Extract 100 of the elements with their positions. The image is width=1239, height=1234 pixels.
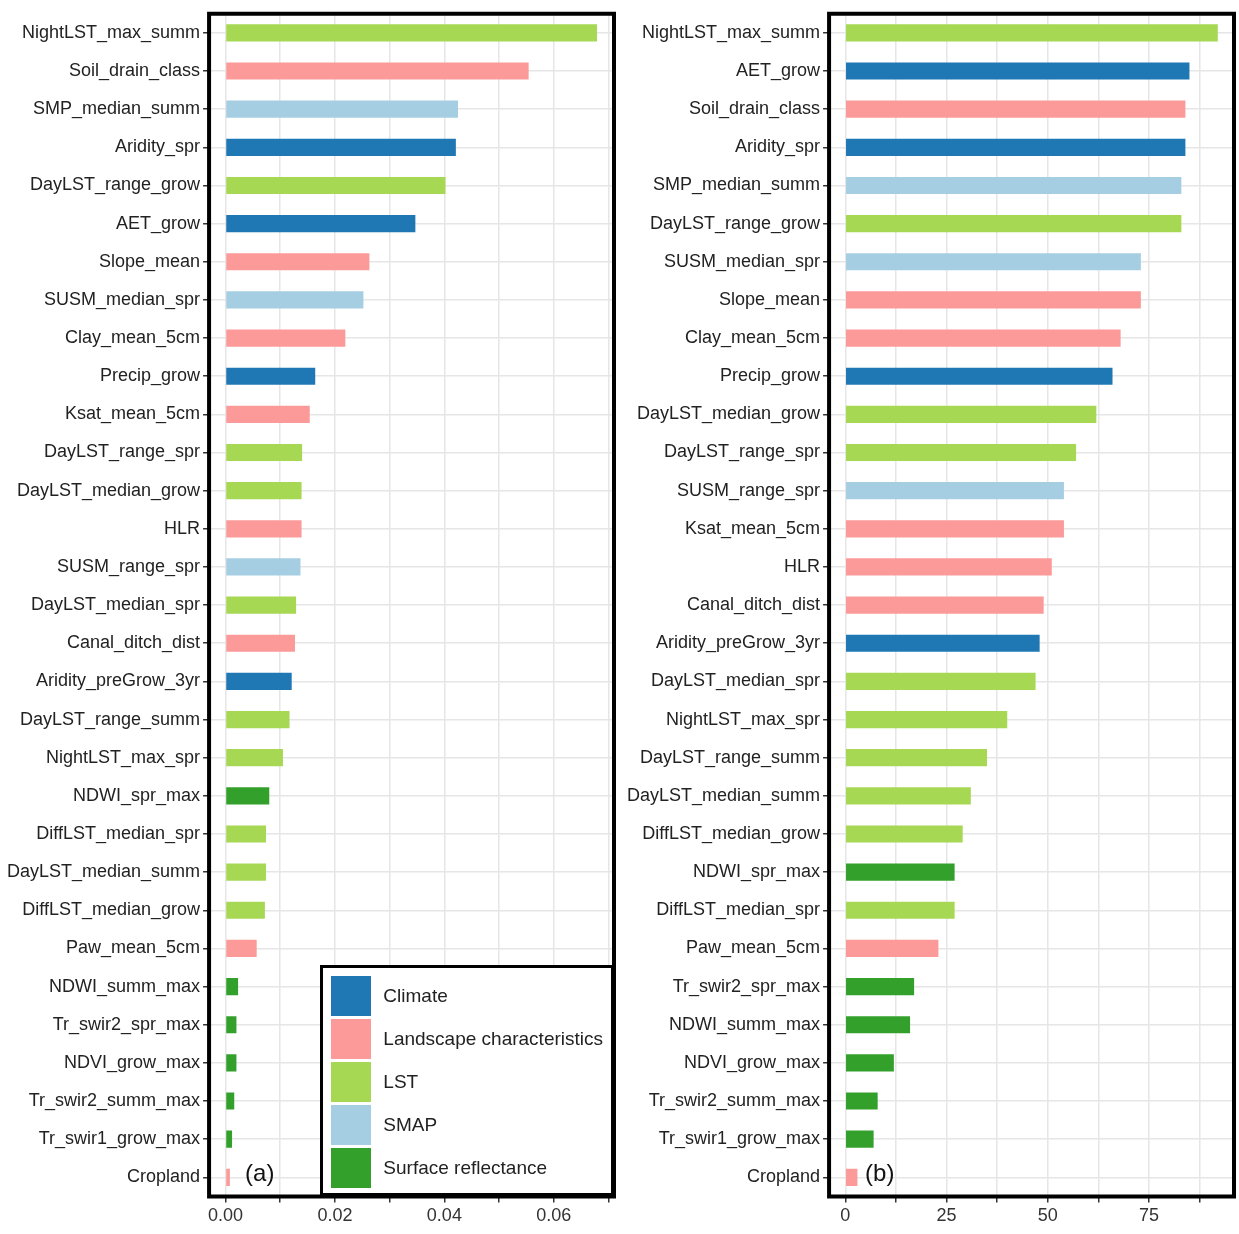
bar <box>846 215 1182 233</box>
bar <box>226 329 346 347</box>
y-tick-label: Slope_mean <box>719 288 821 310</box>
y-tick-label: Tr_swir1_grow_max <box>658 1128 821 1150</box>
y-tick-label: Tr_swir2_spr_max <box>672 975 821 997</box>
bar <box>226 482 302 500</box>
bar <box>846 710 1008 729</box>
y-tick-label: DayLST_median_grow <box>636 403 822 425</box>
bar <box>226 443 303 462</box>
x-tick-label: 0 <box>840 1205 851 1226</box>
x-tick-label: 0.02 <box>317 1205 353 1226</box>
legend-label: Climate <box>383 984 448 1007</box>
y-tick-label: NDVI_grow_max <box>64 1051 201 1073</box>
y-tick-label: DayLST_range_spr <box>43 441 201 463</box>
y-tick-label: DayLST_median_grow <box>16 479 202 501</box>
y-tick-label: SUSM_median_spr <box>664 250 821 272</box>
bar <box>846 62 1190 80</box>
y-tick-label: Paw_mean_5cm <box>686 937 821 959</box>
bar <box>226 62 529 80</box>
y-tick-label: Canal_ditch_dist <box>686 594 821 616</box>
bar <box>846 367 1113 385</box>
y-tick-label: Cropland <box>127 1166 201 1187</box>
x-tick-label: 50 <box>1037 1205 1058 1226</box>
bar <box>846 176 1182 195</box>
bar <box>846 138 1186 156</box>
bar <box>226 672 292 690</box>
y-tick-label: Precip_grow <box>720 365 822 387</box>
bar <box>846 100 1186 118</box>
bar <box>226 405 310 423</box>
y-tick-label: DiffLST_median_spr <box>36 822 201 844</box>
y-tick-label: DiffLST_median_spr <box>656 899 821 921</box>
bar <box>226 215 416 233</box>
bar <box>226 596 297 614</box>
bar <box>226 787 270 805</box>
legend-label: LST <box>383 1070 419 1093</box>
y-tick-label: DayLST_median_spr <box>650 670 821 692</box>
y-tick-label: DayLST_median_summ <box>627 784 821 806</box>
y-tick-label: HLR <box>164 517 201 538</box>
bar <box>846 443 1077 462</box>
y-tick-label: Clay_mean_5cm <box>685 327 821 349</box>
bar <box>226 558 301 576</box>
bar <box>226 863 266 881</box>
bar <box>226 749 283 767</box>
y-tick-label: DiffLST_median_grow <box>642 822 822 844</box>
bar <box>846 291 1141 309</box>
bar <box>846 1054 894 1072</box>
y-tick-label: NDWI_summ_max <box>49 975 201 997</box>
bar <box>226 1092 235 1110</box>
y-tick-label: NDVI_grow_max <box>684 1051 821 1073</box>
bar <box>226 634 295 652</box>
bar <box>226 710 290 729</box>
y-tick-label: Tr_swir2_summ_max <box>648 1090 821 1111</box>
y-tick-label: DayLST_range_summ <box>19 708 201 730</box>
y-tick-label: DayLST_median_summ <box>7 861 201 883</box>
annotation: (a) <box>245 1159 275 1187</box>
legend-label: Landscape characteristics <box>383 1027 603 1050</box>
bar <box>226 978 239 996</box>
y-tick-label: SUSM_median_spr <box>44 288 201 310</box>
bar <box>846 825 963 843</box>
y-tick-label: SMP_median_summ <box>653 174 821 196</box>
legend-label: Surface reflectance <box>383 1156 548 1179</box>
y-tick-label: NDWI_spr_max <box>693 861 821 883</box>
y-tick-label: Ksat_mean_5cm <box>685 517 821 539</box>
bar <box>226 1168 230 1186</box>
y-tick-label: Canal_ditch_dist <box>66 632 201 654</box>
x-tick-label: 0.00 <box>207 1205 244 1226</box>
bar <box>846 24 1218 42</box>
y-tick-label: Cropland <box>747 1166 821 1187</box>
x-tick-label: 0.04 <box>426 1205 462 1226</box>
bar <box>846 863 955 881</box>
y-tick-label: Precip_grow <box>100 365 202 387</box>
bar <box>226 100 459 118</box>
y-tick-label: DayLST_median_spr <box>30 594 201 616</box>
x-tick-label: 0.06 <box>536 1205 572 1226</box>
y-tick-label: AET_grow <box>736 59 822 81</box>
y-tick-label: HLR <box>784 555 821 576</box>
bar <box>226 520 302 538</box>
bar <box>846 787 971 805</box>
y-tick-label: Slope_mean <box>99 250 201 272</box>
bar <box>226 825 266 843</box>
bar <box>846 1168 858 1186</box>
y-tick-label: Aridity_spr <box>735 136 821 158</box>
bar <box>226 367 316 385</box>
y-tick-label: Aridity_preGrow_3yr <box>656 632 821 654</box>
y-tick-label: DayLST_range_grow <box>649 212 822 234</box>
bar <box>226 253 370 271</box>
bar <box>226 24 598 42</box>
bar <box>846 253 1141 271</box>
y-tick-label: SUSM_range_spr <box>57 555 201 577</box>
bar <box>846 939 939 958</box>
y-tick-label: SMP_median_summ <box>33 98 201 120</box>
y-tick-label: Soil_drain_class <box>689 98 821 120</box>
y-tick-label: NightLST_max_spr <box>666 708 821 730</box>
bar <box>226 1130 233 1148</box>
y-tick-label: Aridity_preGrow_3yr <box>36 670 201 692</box>
y-tick-label: Tr_swir2_summ_max <box>28 1090 201 1111</box>
bar <box>846 1016 911 1034</box>
y-tick-label: NDWI_spr_max <box>73 784 201 806</box>
y-tick-label: DayLST_range_summ <box>639 746 821 768</box>
y-tick-label: Tr_swir1_grow_max <box>38 1128 201 1150</box>
